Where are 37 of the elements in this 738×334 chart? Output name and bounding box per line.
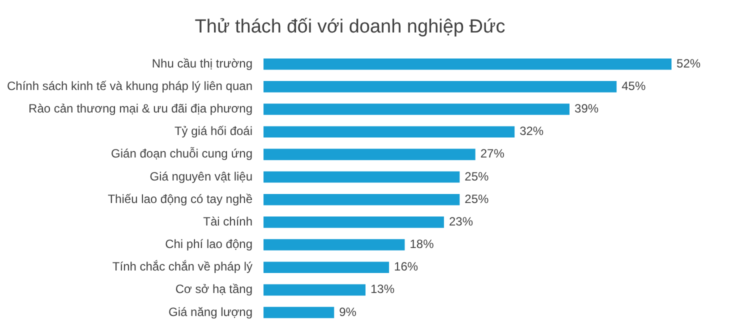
bar xyxy=(264,81,617,92)
bar xyxy=(264,104,570,115)
bar xyxy=(264,284,366,296)
data-label: 25% xyxy=(464,169,490,184)
bar xyxy=(264,126,515,138)
data-label: 39% xyxy=(574,102,599,116)
y-tick-label: Tính chắc chắn về pháp lý xyxy=(112,260,252,274)
y-tick-label: Tỷ giá hối đoái xyxy=(174,124,252,138)
y-tick-label: Chính sách kinh tế và khung pháp lý liên quan xyxy=(6,78,252,93)
data-label: 45% xyxy=(622,78,646,93)
data-label: 25% xyxy=(464,192,490,206)
bar xyxy=(264,216,444,228)
data-label: 16% xyxy=(394,260,418,274)
y-tick-label: Nhu cầu thị trường xyxy=(152,56,252,70)
y-tick-label: Tài chính xyxy=(203,214,252,228)
y-tick-label: Cơ sở hạ tầng xyxy=(175,282,252,296)
y-tick-label: Chi phí lao động xyxy=(165,237,252,252)
bar xyxy=(264,58,672,70)
data-label: 13% xyxy=(370,282,395,296)
data-label: 27% xyxy=(480,146,505,161)
y-tick-label: Giá nguyên vật liệu xyxy=(150,169,252,184)
y-tick-label: Thiếu lao động có tay nghề xyxy=(108,192,253,206)
chart-title: Thử thách đối với doanh nghiệp Đức xyxy=(194,16,506,38)
data-label: 32% xyxy=(520,124,544,138)
bar xyxy=(264,171,460,183)
bar xyxy=(264,148,476,160)
data-label: 52% xyxy=(676,56,701,70)
y-tick-label: Giá năng lượng xyxy=(168,304,252,319)
data-label: 23% xyxy=(448,214,474,228)
data-label: 18% xyxy=(410,237,434,252)
bar xyxy=(264,194,460,206)
y-tick-label: Gián đoạn chuỗi cung ứng xyxy=(111,146,252,161)
bar xyxy=(264,239,405,250)
bar xyxy=(264,262,390,273)
bar xyxy=(264,306,334,318)
data-label: 9% xyxy=(339,304,357,319)
y-tick-label: Rào cản thương mại & ưu đãi địa phương xyxy=(28,102,252,116)
